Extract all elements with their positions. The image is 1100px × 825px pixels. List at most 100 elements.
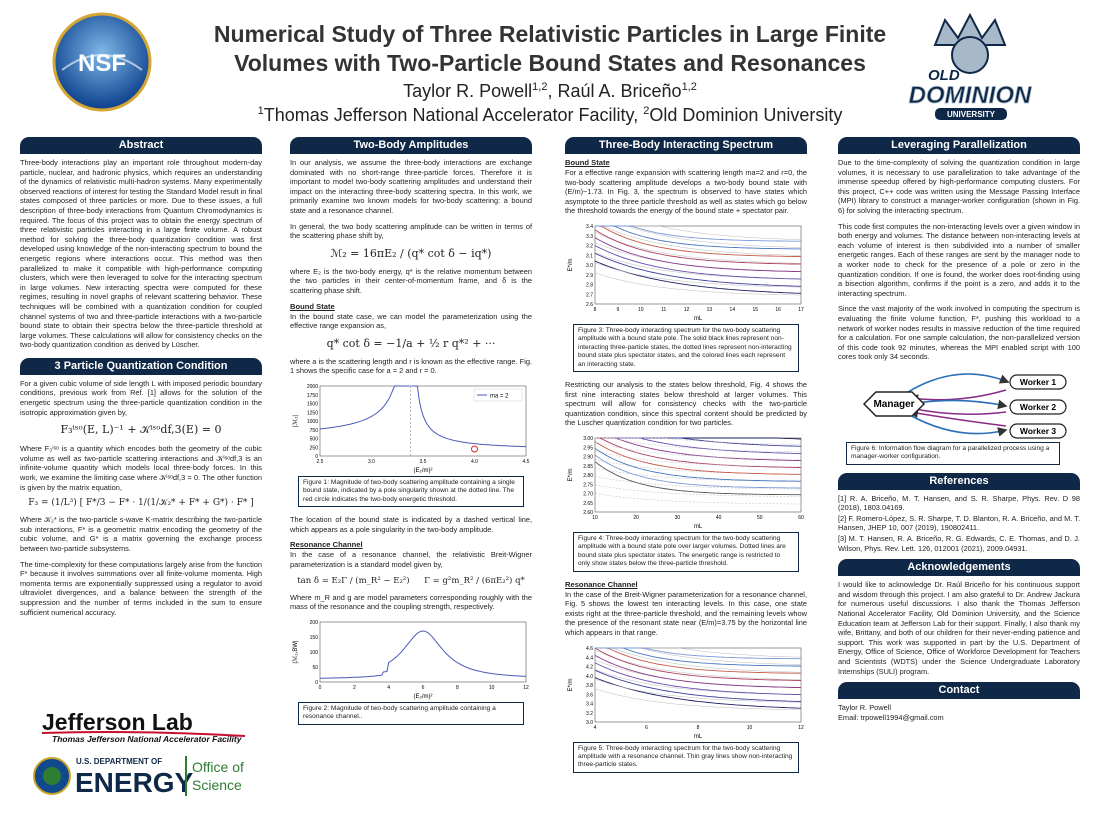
worker-node [1009, 374, 1067, 390]
paragraph: This code first computes the non-interac… [838, 221, 1080, 298]
x-tick-label: 60 [798, 515, 804, 521]
column: Three-Body Interacting Spectrum Bound St… [565, 137, 807, 781]
y-tick-label: 1250 [307, 410, 318, 416]
subheading: Bound State [290, 301, 335, 311]
curve [594, 231, 802, 264]
node-label: Worker 3 [1020, 426, 1056, 436]
y-tick-label: 3.0 [586, 263, 593, 269]
curve [594, 262, 801, 288]
y-tick-label: 3.4 [586, 224, 593, 230]
office-text: Science [192, 777, 242, 793]
equation-row: tan δ = E₂Γ / (m_R² − E₂²) Γ = g²m_R² / … [290, 576, 532, 586]
paragraph: The location of the bound state is indic… [290, 515, 532, 534]
x-tick-label: 6 [645, 725, 648, 731]
curve [594, 454, 801, 489]
paragraph: Where m_R and g are model parameters cor… [290, 592, 532, 612]
curve [595, 647, 802, 659]
curve [594, 237, 801, 273]
affil-mark: 2 [643, 105, 649, 117]
paragraph: In the case of the Breit-Wigner paramete… [565, 589, 807, 637]
curve [594, 260, 802, 294]
x-tick-label: 8 [456, 685, 459, 691]
caption: Figure 3: Three-body interacting spectru… [573, 323, 799, 372]
y-tick-label: 3.3 [586, 234, 593, 240]
paragraph: For a effective range expansion with sca… [565, 168, 807, 216]
y-tick-label: 2.7 [586, 292, 593, 298]
y-tick-label: 0 [315, 454, 318, 460]
node-label: Worker 1 [1020, 377, 1056, 387]
y-tick-label: 3.00 [583, 436, 593, 442]
node-label: Manager [873, 399, 914, 410]
nsf-text: NSF [78, 50, 126, 77]
x-tick-label: 8 [697, 725, 700, 731]
curve [411, 385, 527, 448]
equation: ℳ₂ = 16πE₂ / (q* cot δ − iq*) [330, 246, 492, 260]
equation: F₃ⁱˢᵒ(E, L)⁻¹ + 𝒦ⁱˢᵒdf,3(E) = 0 [60, 423, 222, 437]
section-heading: Abstract [20, 137, 262, 154]
separator: , [633, 105, 643, 125]
curve [594, 476, 801, 490]
author-affil: 1,2 [682, 81, 697, 93]
legend-box [473, 388, 523, 402]
equation: tan δ = E₂Γ / (m_R² − E₂²) [297, 575, 410, 586]
curve [594, 447, 801, 482]
x-tick-label: 6 [422, 685, 425, 691]
reference: [1] R. A. Briceño, M. T. Hansen, and S. … [838, 493, 1080, 513]
caption: Figure 5: Three-body interacting spectru… [573, 741, 799, 773]
y-tick-label: 4.2 [586, 664, 593, 670]
plot-frame [594, 647, 802, 722]
author: Raúl A. Briceño [557, 81, 681, 101]
affil-mark: 1 [258, 105, 264, 117]
y-tick-label: 2.8 [586, 282, 593, 288]
y-tick-label: 2.80 [583, 473, 593, 479]
y-tick-label: 2.6 [586, 302, 593, 308]
equation: F₃ = (1/L³) [ F*/3 − F* · 1/(1/𝒦₂* + F* … [28, 498, 254, 509]
title-line: Numerical Study of Three Relativistic Pa… [214, 21, 886, 47]
x-axis-label: (E₂/m)² [414, 468, 433, 474]
y-tick-label: 750 [310, 428, 319, 434]
y-tick-label: 50 [312, 665, 318, 671]
odu-text: DOMINION [909, 82, 1032, 109]
y-tick-label: 250 [310, 445, 319, 451]
curve [595, 437, 802, 453]
equation: q* cot δ = −1/a + ½ r q*² + ··· [326, 336, 496, 350]
y-tick-label: 2.65 [583, 501, 593, 507]
affil-name: Thomas Jefferson National Accelerator Fa… [264, 105, 635, 125]
curve [594, 450, 802, 468]
node-label: Worker 2 [1020, 402, 1056, 412]
x-tick-label: 4.5 [523, 459, 530, 465]
y-tick-label: 2000 [307, 384, 318, 390]
doe-text: U.S. DEPARTMENT OF [76, 757, 162, 766]
section-heading: Leveraging Parallelization [838, 137, 1080, 154]
y-tick-label: 2.90 [583, 454, 593, 460]
y-tick-label: 4.0 [586, 673, 593, 679]
figure: ma = 2 2.5 3.0 3.5 4.0 4.5 0 250 500 750 1000 1250 1… [292, 384, 530, 474]
x-tick-label: 30 [675, 515, 681, 521]
paragraph: In the case of a resonance channel, the … [290, 550, 532, 569]
x-tick-label: 10 [638, 307, 644, 313]
paragraph: Where 𝒦₂* is the two-particle s-wave K-m… [20, 515, 262, 553]
y-tick-label: 150 [310, 635, 319, 641]
x-tick-label: 50 [757, 515, 763, 521]
y-tick-label: 2.9 [586, 273, 593, 279]
x-tick-label: 12 [798, 725, 804, 731]
paragraph: In the bound state case, we can model th… [290, 311, 532, 331]
legend-label: ma = 2 [490, 393, 509, 399]
x-tick-label: 4.0 [471, 459, 478, 465]
y-tick-label: 2.95 [583, 445, 593, 451]
logos: Jefferson Lab Thomas Jefferson National … [33, 709, 246, 798]
y-axis-label: E*/m [568, 258, 574, 271]
curve [595, 225, 802, 258]
curve [594, 442, 801, 460]
x-tick-label: 0 [319, 685, 322, 691]
y-tick-label: 3.0 [586, 720, 593, 726]
caption: Figure 2: Magnitude of two-body scatteri… [298, 701, 524, 725]
curve [594, 272, 801, 296]
x-tick-label: 4 [594, 725, 597, 731]
affiliations: 1Thomas Jefferson National Accelerator F… [258, 105, 843, 125]
worker-node [1009, 423, 1067, 439]
x-tick-label: 40 [716, 515, 722, 521]
section-heading: Three-Body Interacting Spectrum [565, 137, 807, 154]
manager-node [862, 391, 926, 417]
y-tick-label: 100 [310, 650, 319, 656]
